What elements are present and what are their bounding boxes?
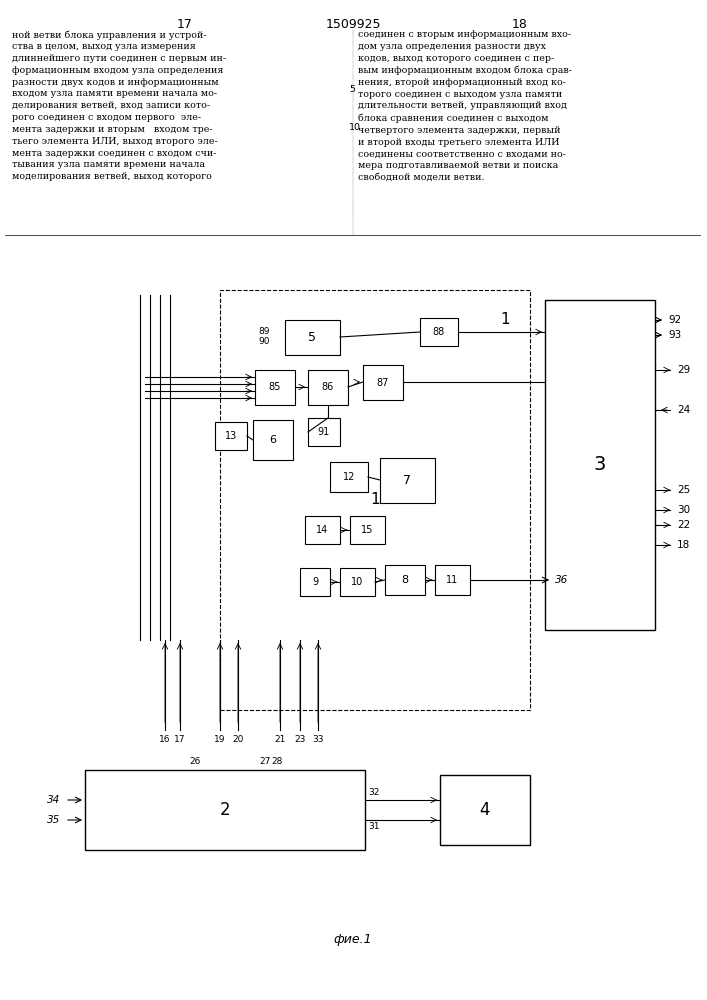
Text: соединен с вторым информационным вхо-
дом узла определения разности двух
кодов, : соединен с вторым информационным вхо- до… bbox=[358, 30, 572, 182]
Text: 5: 5 bbox=[308, 331, 317, 344]
Bar bbox=[363, 365, 403, 400]
Text: 1509925: 1509925 bbox=[325, 18, 381, 31]
Text: 10: 10 bbox=[349, 122, 361, 131]
Text: 1: 1 bbox=[370, 492, 380, 508]
Bar bbox=[85, 770, 365, 850]
Bar bbox=[285, 320, 340, 355]
Text: 9: 9 bbox=[312, 577, 318, 587]
Text: 16: 16 bbox=[159, 735, 171, 744]
Text: 1: 1 bbox=[500, 312, 510, 328]
Text: 32: 32 bbox=[368, 788, 380, 797]
Text: 34: 34 bbox=[47, 795, 60, 805]
Bar bbox=[330, 462, 368, 492]
Text: 4: 4 bbox=[480, 801, 490, 819]
Text: 88: 88 bbox=[433, 327, 445, 337]
Text: 12: 12 bbox=[343, 472, 355, 482]
Text: 89: 89 bbox=[259, 328, 270, 336]
Bar bbox=[340, 568, 375, 596]
Bar bbox=[220, 290, 530, 710]
Text: фие.1: фие.1 bbox=[334, 934, 373, 946]
Text: 29: 29 bbox=[677, 365, 690, 375]
Bar bbox=[308, 370, 348, 405]
Bar bbox=[300, 568, 330, 596]
Text: 85: 85 bbox=[269, 382, 281, 392]
Text: 15: 15 bbox=[361, 525, 374, 535]
Text: 6: 6 bbox=[269, 435, 276, 445]
Text: 11: 11 bbox=[446, 575, 459, 585]
Text: 36: 36 bbox=[555, 575, 568, 585]
Text: 35: 35 bbox=[47, 815, 60, 825]
Text: 10: 10 bbox=[351, 577, 363, 587]
Text: 13: 13 bbox=[225, 431, 237, 441]
Text: 30: 30 bbox=[677, 505, 690, 515]
Text: 24: 24 bbox=[677, 405, 690, 415]
Bar bbox=[253, 420, 293, 460]
Bar bbox=[545, 300, 655, 630]
Text: 7: 7 bbox=[404, 474, 411, 487]
Text: 3: 3 bbox=[594, 456, 606, 475]
Bar bbox=[380, 458, 435, 503]
Text: 25: 25 bbox=[677, 485, 690, 495]
Text: ной ветви блока управления и устрой-
ства в целом, выход узла измерения
длиннейш: ной ветви блока управления и устрой- ств… bbox=[12, 30, 226, 181]
Bar bbox=[350, 516, 385, 544]
Bar bbox=[305, 516, 340, 544]
Text: 14: 14 bbox=[316, 525, 329, 535]
Text: 90: 90 bbox=[259, 338, 270, 347]
Bar bbox=[308, 418, 340, 446]
Text: 18: 18 bbox=[512, 18, 528, 31]
Text: 91: 91 bbox=[318, 427, 330, 437]
Text: 5: 5 bbox=[349, 86, 355, 95]
Text: 21: 21 bbox=[274, 735, 286, 744]
Text: 28: 28 bbox=[271, 757, 283, 766]
Text: 86: 86 bbox=[322, 382, 334, 392]
Bar bbox=[215, 422, 247, 450]
Text: 26: 26 bbox=[189, 757, 201, 766]
Text: 23: 23 bbox=[294, 735, 305, 744]
Text: 8: 8 bbox=[402, 575, 409, 585]
Text: 22: 22 bbox=[677, 520, 690, 530]
Bar bbox=[420, 318, 458, 346]
Text: 18: 18 bbox=[677, 540, 690, 550]
Text: 87: 87 bbox=[377, 377, 389, 387]
Text: 17: 17 bbox=[174, 735, 186, 744]
Text: 33: 33 bbox=[312, 735, 324, 744]
Text: 27: 27 bbox=[259, 757, 271, 766]
Bar bbox=[385, 565, 425, 595]
Text: 92: 92 bbox=[668, 315, 682, 325]
Text: 93: 93 bbox=[668, 330, 682, 340]
Text: 31: 31 bbox=[368, 822, 380, 831]
Bar bbox=[255, 370, 295, 405]
Text: 20: 20 bbox=[233, 735, 244, 744]
Text: 19: 19 bbox=[214, 735, 226, 744]
Bar bbox=[440, 775, 530, 845]
Bar bbox=[435, 565, 470, 595]
Text: 17: 17 bbox=[177, 18, 193, 31]
Text: 2: 2 bbox=[220, 801, 230, 819]
